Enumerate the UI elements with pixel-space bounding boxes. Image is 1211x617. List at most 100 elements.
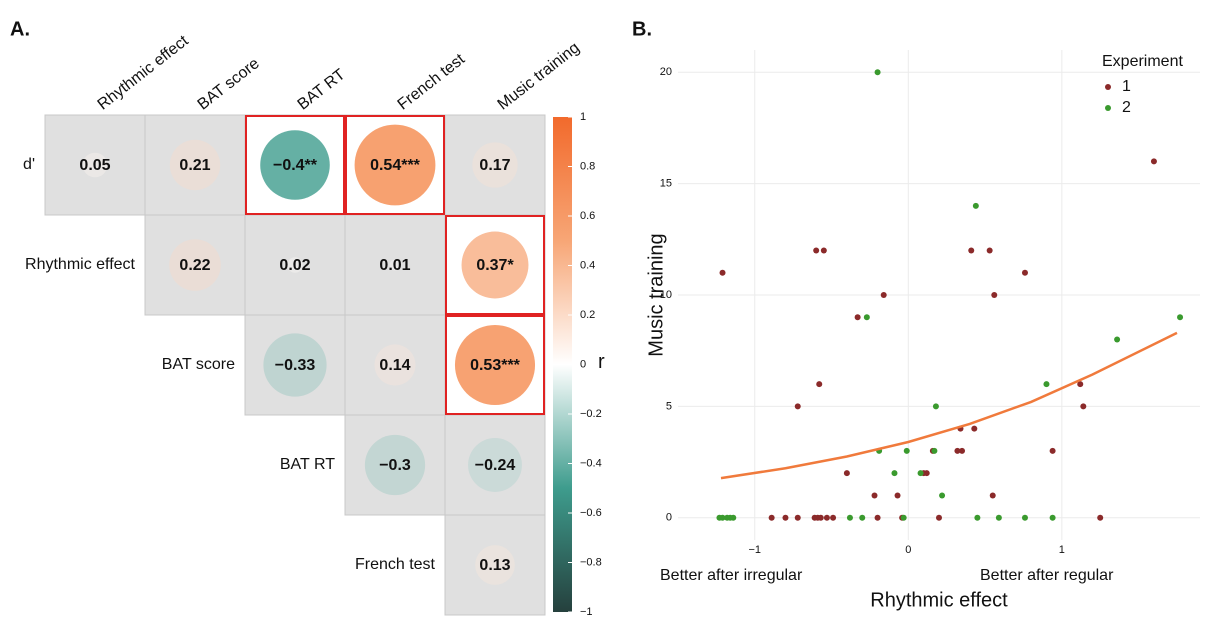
value-label: 0.14 xyxy=(379,357,410,374)
point xyxy=(871,492,878,499)
colorbar-tick-label: 0.4 xyxy=(580,259,595,271)
point xyxy=(1021,269,1028,276)
point xyxy=(1049,514,1056,521)
correlation-circle xyxy=(374,344,416,386)
point xyxy=(719,514,726,521)
point xyxy=(954,447,961,454)
panel-label: A. xyxy=(10,18,30,40)
point xyxy=(874,69,881,76)
point xyxy=(986,247,993,254)
point xyxy=(1021,514,1028,521)
point xyxy=(813,247,820,254)
column-label: Music training xyxy=(495,39,583,113)
correlation-circle xyxy=(475,545,515,585)
column-label: Rhythmic effect xyxy=(95,32,193,113)
point xyxy=(936,514,942,521)
row-label: French test xyxy=(355,556,436,573)
correlation-circle xyxy=(260,130,330,200)
correlation-circle xyxy=(472,142,518,188)
point xyxy=(719,269,726,276)
point xyxy=(859,514,866,521)
point xyxy=(1114,336,1121,343)
point xyxy=(823,514,830,521)
point xyxy=(874,514,881,521)
correlation-circle xyxy=(461,231,529,299)
correlation-circle xyxy=(82,152,108,178)
correlation-circle xyxy=(287,257,303,273)
point xyxy=(820,247,827,254)
colorbar-tick-label: 0.8 xyxy=(580,160,595,172)
point xyxy=(968,247,975,254)
correlation-circle xyxy=(389,259,401,271)
annotation: Better after regular xyxy=(980,567,1114,584)
correlation-circle xyxy=(354,124,436,206)
cell xyxy=(344,314,446,416)
point xyxy=(1077,381,1084,388)
point xyxy=(931,447,938,454)
point xyxy=(854,314,861,321)
cell xyxy=(44,114,146,216)
colorbar-tick-label: 0.2 xyxy=(580,309,595,321)
column-label: BAT score xyxy=(195,55,263,114)
point xyxy=(991,292,998,298)
point xyxy=(1150,158,1157,165)
correlation-circle xyxy=(169,139,221,191)
row-label: Rhythmic effect xyxy=(25,256,136,273)
legend-label: 2 xyxy=(1122,99,1131,116)
colorbar-tick-label: −1 xyxy=(580,606,593,617)
correlation-circle xyxy=(454,324,536,406)
row-label: BAT score xyxy=(162,356,235,373)
significance-box xyxy=(445,215,545,315)
legend-label: 1 xyxy=(1122,78,1131,95)
column-label: BAT RT xyxy=(295,66,349,113)
colorbar-label: r xyxy=(598,351,605,373)
y-axis-label: Music training xyxy=(645,233,667,356)
point xyxy=(995,514,1002,521)
value-label: 0.13 xyxy=(479,557,510,574)
correlation-circle xyxy=(468,438,522,492)
value-label: 0.05 xyxy=(79,157,110,174)
colorbar-tick-label: −0.2 xyxy=(580,408,602,420)
point xyxy=(1049,447,1056,454)
point xyxy=(989,492,996,499)
point xyxy=(972,202,979,209)
point xyxy=(1080,403,1087,410)
significance-box xyxy=(245,115,345,215)
value-label: 0.54*** xyxy=(370,157,421,174)
x-axis-label: Rhythmic effect xyxy=(870,589,1008,611)
value-label: 0.17 xyxy=(479,157,510,174)
point xyxy=(939,492,946,499)
point xyxy=(1043,381,1050,388)
value-label: 0.37* xyxy=(476,257,514,274)
cell xyxy=(444,114,546,216)
correlation-circle xyxy=(364,434,426,496)
x-tick-label: 1 xyxy=(1059,544,1065,556)
y-tick-label: 10 xyxy=(660,289,672,301)
row-label: d' xyxy=(23,156,35,173)
significance-box xyxy=(345,115,445,215)
point xyxy=(843,470,850,477)
point xyxy=(1177,314,1184,321)
annotation: Better after irregular xyxy=(660,567,803,584)
point xyxy=(880,292,887,298)
legend-marker xyxy=(1105,105,1111,111)
y-tick-label: 15 xyxy=(660,178,672,190)
correlation-circle xyxy=(263,333,327,397)
fit-line xyxy=(720,331,1178,480)
colorbar xyxy=(553,117,572,612)
cell xyxy=(244,314,346,416)
colorbar-tick-label: −0.6 xyxy=(580,507,602,519)
value-label: −0.33 xyxy=(275,357,316,374)
cell xyxy=(344,214,446,316)
cell xyxy=(244,214,346,316)
point xyxy=(974,514,981,521)
y-tick-label: 0 xyxy=(666,512,672,524)
point xyxy=(817,514,824,521)
colorbar-tick-label: 1 xyxy=(580,111,586,123)
point xyxy=(782,514,789,521)
point xyxy=(816,381,823,388)
legend-title: Experiment xyxy=(1102,53,1183,70)
colorbar-tick-label: 0 xyxy=(580,358,586,370)
cell xyxy=(444,514,546,616)
cell xyxy=(344,414,446,516)
